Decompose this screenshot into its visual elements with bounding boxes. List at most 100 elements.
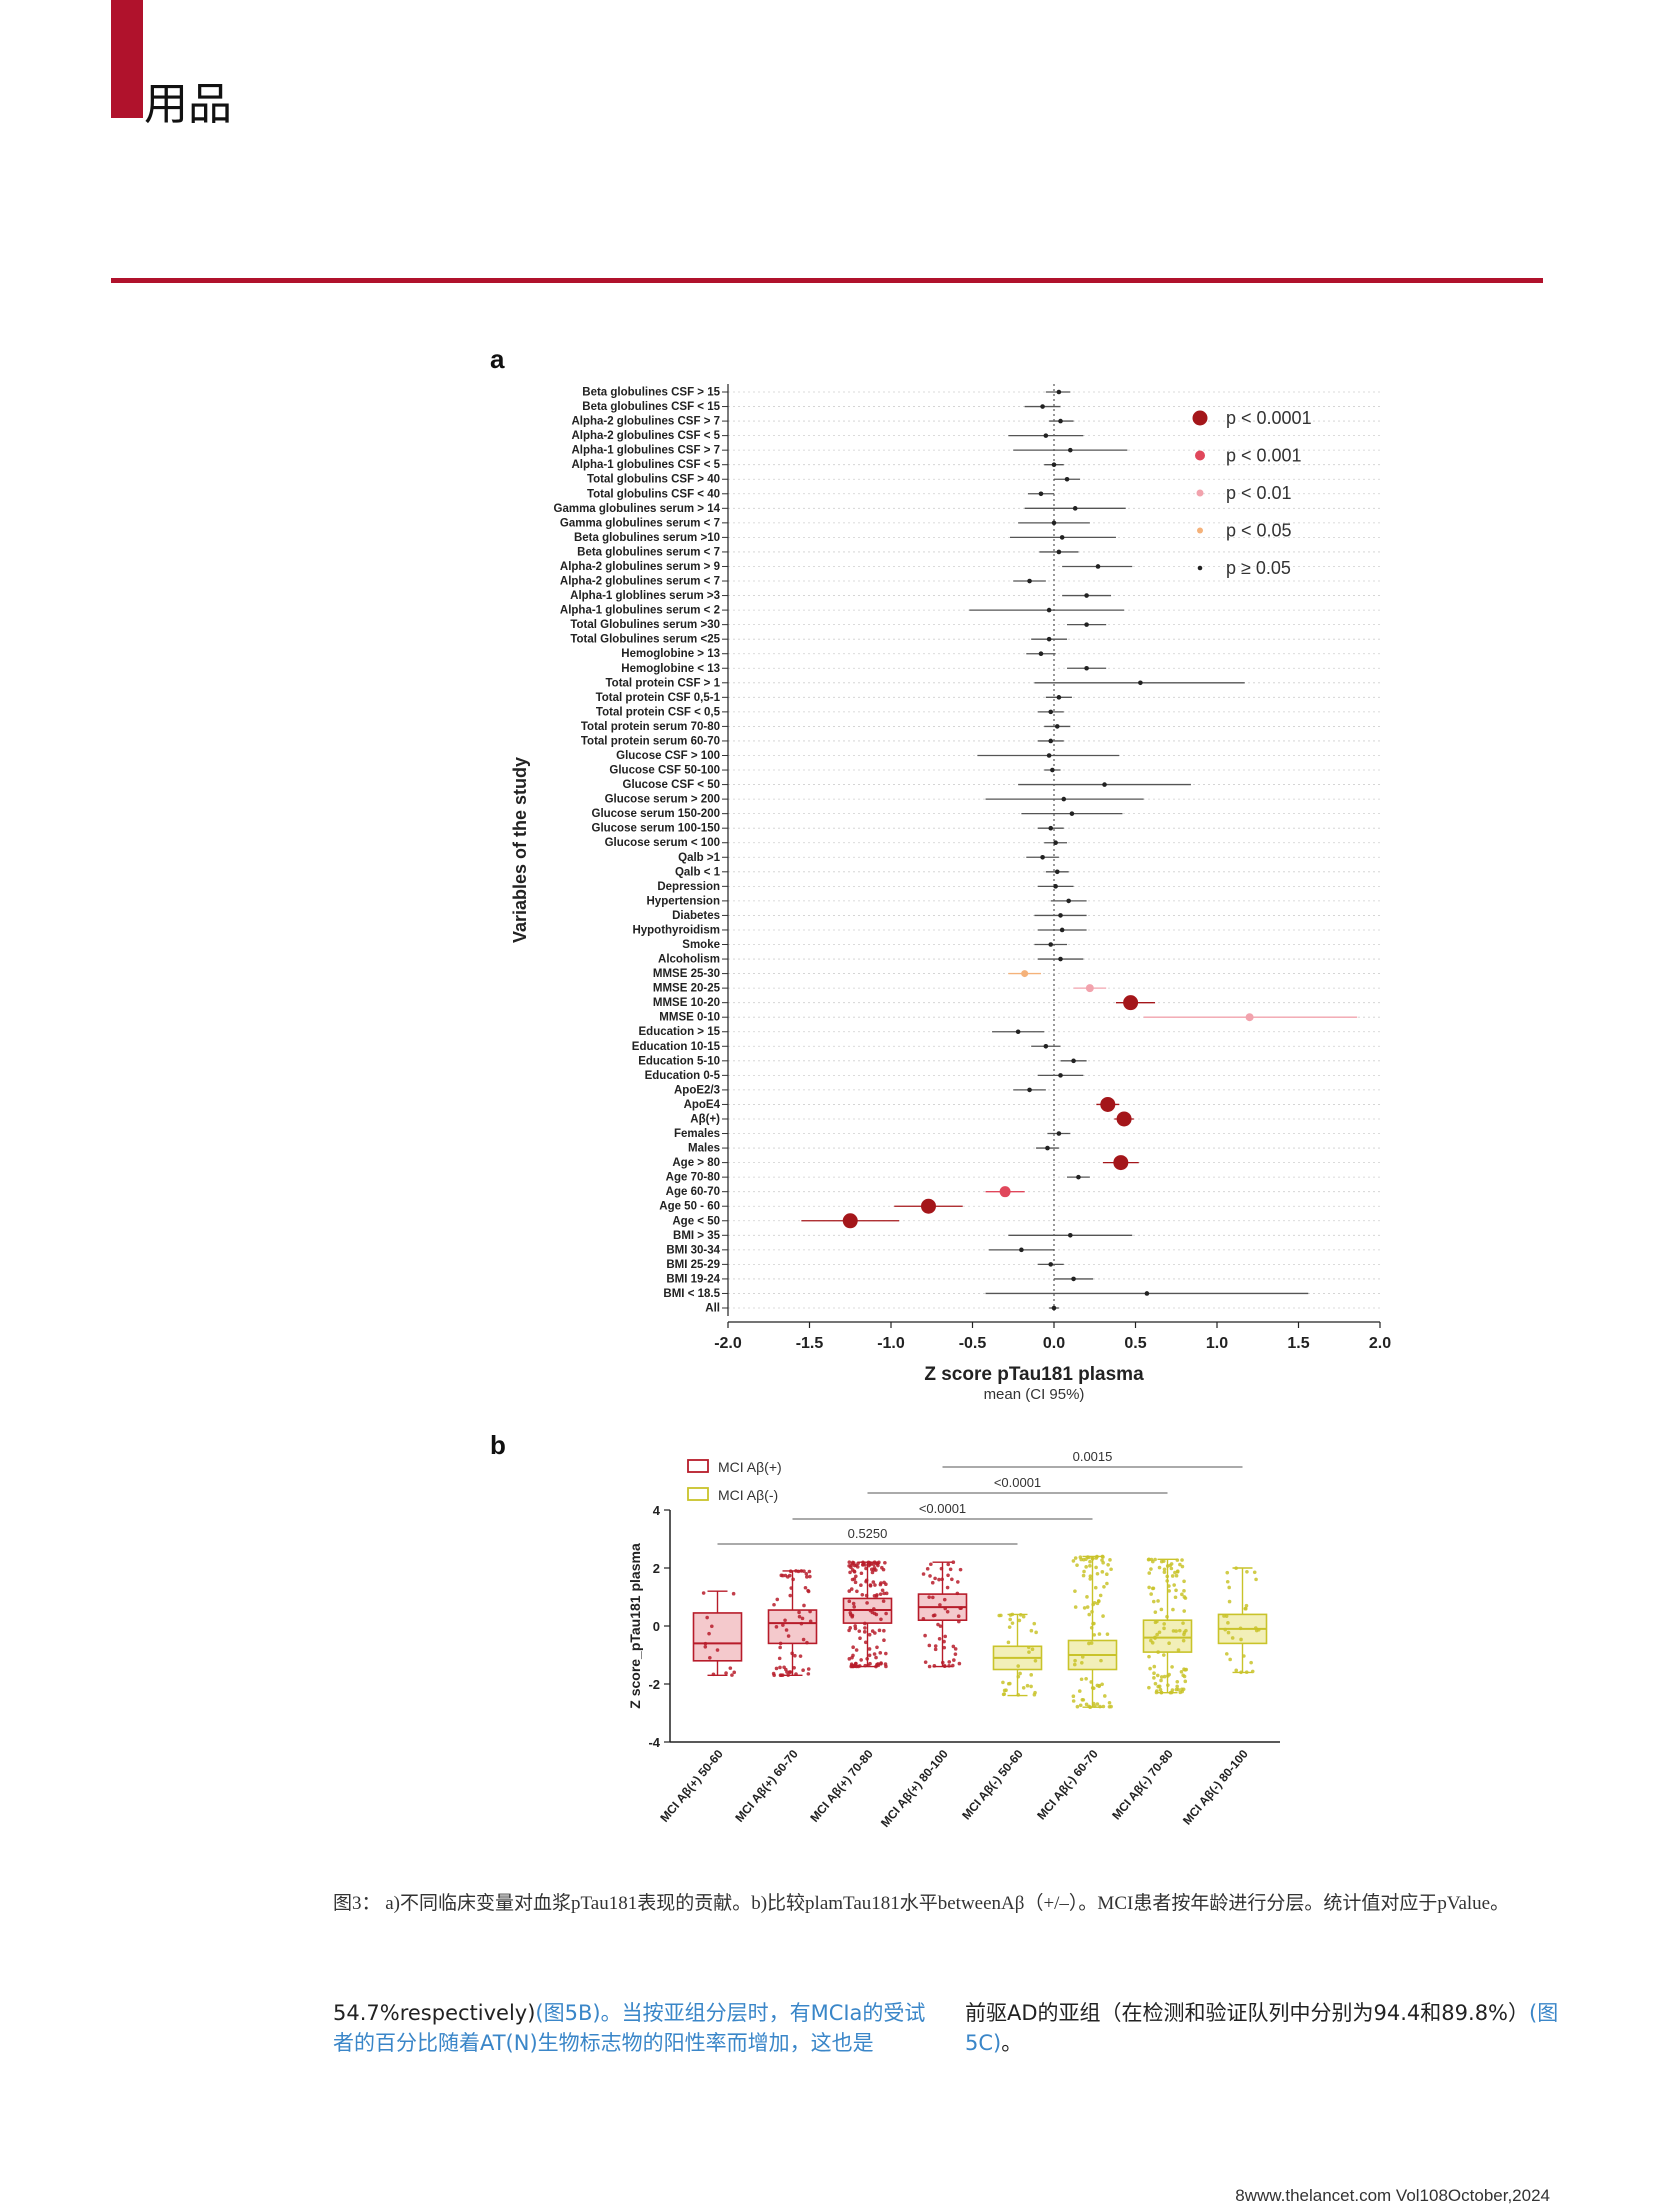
point-estimate bbox=[1056, 389, 1062, 395]
body-right-text: 前驱AD的亚组（在检测和验证队列中分别为94.4和89.8%） bbox=[965, 2001, 1530, 2025]
data-point bbox=[1149, 1638, 1153, 1643]
data-point bbox=[1109, 1567, 1113, 1572]
data-point bbox=[847, 1628, 851, 1633]
point-estimate bbox=[1046, 636, 1052, 642]
data-point bbox=[858, 1636, 862, 1641]
figure-link-5c[interactable]: (图5C) bbox=[965, 2001, 1559, 2055]
data-point bbox=[703, 1641, 708, 1646]
data-point bbox=[1008, 1617, 1012, 1622]
data-point bbox=[1025, 1683, 1030, 1688]
data-point bbox=[798, 1654, 803, 1658]
data-point bbox=[863, 1640, 868, 1645]
data-point bbox=[1182, 1589, 1186, 1593]
comparison-pvalue: <0.0001 bbox=[994, 1475, 1041, 1490]
data-point bbox=[884, 1611, 888, 1616]
data-point bbox=[1227, 1585, 1231, 1590]
data-point bbox=[783, 1618, 787, 1623]
data-point bbox=[1101, 1614, 1105, 1618]
data-point bbox=[948, 1567, 953, 1572]
data-point bbox=[790, 1651, 794, 1656]
data-point bbox=[807, 1569, 812, 1574]
data-point bbox=[1174, 1629, 1178, 1633]
data-point bbox=[1081, 1557, 1086, 1562]
data-point bbox=[1182, 1632, 1186, 1637]
data-point bbox=[1174, 1588, 1178, 1593]
x-tick-label: -1.0 bbox=[877, 1335, 905, 1352]
data-point bbox=[1243, 1606, 1248, 1611]
data-point bbox=[1027, 1650, 1031, 1654]
point-estimate bbox=[1102, 782, 1107, 787]
row-label: Hemoglobine < 13 bbox=[621, 663, 720, 675]
data-point bbox=[1084, 1565, 1088, 1569]
data-point bbox=[797, 1614, 802, 1619]
data-point bbox=[1153, 1610, 1158, 1614]
x-category-label: MCI Aβ(-) 70-80 bbox=[1109, 1747, 1176, 1823]
row-label: Education 0-5 bbox=[645, 1070, 721, 1082]
data-point bbox=[1078, 1555, 1083, 1560]
body-text-right: 前驱AD的亚组（在检测和验证队列中分别为94.4和89.8%）(图5C)。 bbox=[965, 1998, 1565, 2058]
data-point bbox=[1006, 1640, 1011, 1645]
row-label: Gamma globulines serum > 14 bbox=[554, 503, 721, 515]
data-point bbox=[1184, 1667, 1189, 1672]
data-point bbox=[927, 1664, 932, 1669]
data-point bbox=[884, 1651, 888, 1656]
data-point bbox=[1254, 1628, 1259, 1633]
point-estimate bbox=[1054, 869, 1060, 875]
point-estimate bbox=[1076, 1174, 1081, 1180]
data-point bbox=[1088, 1564, 1092, 1568]
data-point bbox=[1223, 1627, 1228, 1632]
x-tick-label: -0.5 bbox=[959, 1335, 987, 1352]
point-estimate bbox=[1084, 622, 1089, 627]
data-point bbox=[802, 1603, 806, 1608]
data-point bbox=[955, 1591, 960, 1596]
data-point bbox=[863, 1621, 867, 1626]
data-point bbox=[1152, 1671, 1156, 1676]
row-label: Gamma globulines serum < 7 bbox=[560, 517, 720, 529]
data-point bbox=[1105, 1581, 1109, 1586]
data-point bbox=[1234, 1566, 1238, 1570]
x-axis-title: Z score pTau181 plasma bbox=[924, 1364, 1144, 1385]
y-tick-label: 4 bbox=[653, 1503, 661, 1518]
data-point bbox=[953, 1647, 958, 1651]
data-point bbox=[1034, 1630, 1038, 1635]
data-point bbox=[1001, 1680, 1005, 1685]
data-point bbox=[867, 1647, 872, 1651]
point-estimate bbox=[1085, 984, 1094, 993]
data-point bbox=[1177, 1628, 1182, 1633]
point-estimate bbox=[1038, 491, 1044, 497]
header-accent-bar bbox=[111, 0, 143, 118]
data-point bbox=[1007, 1625, 1012, 1629]
data-point bbox=[880, 1588, 885, 1593]
data-point bbox=[884, 1591, 889, 1596]
data-point bbox=[874, 1655, 878, 1660]
data-point bbox=[883, 1662, 888, 1666]
data-point bbox=[1166, 1683, 1170, 1687]
data-point bbox=[921, 1616, 926, 1621]
data-point bbox=[1165, 1579, 1169, 1583]
row-label: Education 5-10 bbox=[638, 1055, 720, 1067]
data-point bbox=[1238, 1626, 1243, 1631]
data-point bbox=[1026, 1645, 1031, 1650]
data-point bbox=[1071, 1694, 1076, 1699]
data-point bbox=[728, 1666, 733, 1670]
data-point bbox=[1108, 1558, 1112, 1562]
data-point bbox=[1224, 1614, 1229, 1618]
legend-label: MCI Aβ(-) bbox=[718, 1487, 778, 1503]
data-point bbox=[774, 1666, 779, 1671]
row-label: Glucose CSF > 100 bbox=[616, 750, 720, 762]
data-point bbox=[936, 1622, 940, 1627]
data-point bbox=[1093, 1585, 1098, 1590]
data-point bbox=[1017, 1618, 1022, 1623]
row-label: BMI < 18.5 bbox=[663, 1288, 720, 1300]
data-point bbox=[1182, 1609, 1187, 1613]
figure-link-5b[interactable]: (图5B) bbox=[535, 2001, 601, 2025]
data-point bbox=[715, 1648, 720, 1652]
data-point bbox=[1172, 1583, 1176, 1587]
data-point bbox=[1159, 1607, 1164, 1612]
data-point bbox=[1087, 1641, 1091, 1646]
row-label: ApoE4 bbox=[684, 1099, 721, 1111]
body-text-left: 54.7%respectively)(图5B)。当按亚组分层时，有MCIa的受试… bbox=[333, 1998, 933, 2058]
data-point bbox=[849, 1662, 854, 1666]
data-point bbox=[1180, 1558, 1184, 1562]
data-point bbox=[1152, 1664, 1157, 1669]
